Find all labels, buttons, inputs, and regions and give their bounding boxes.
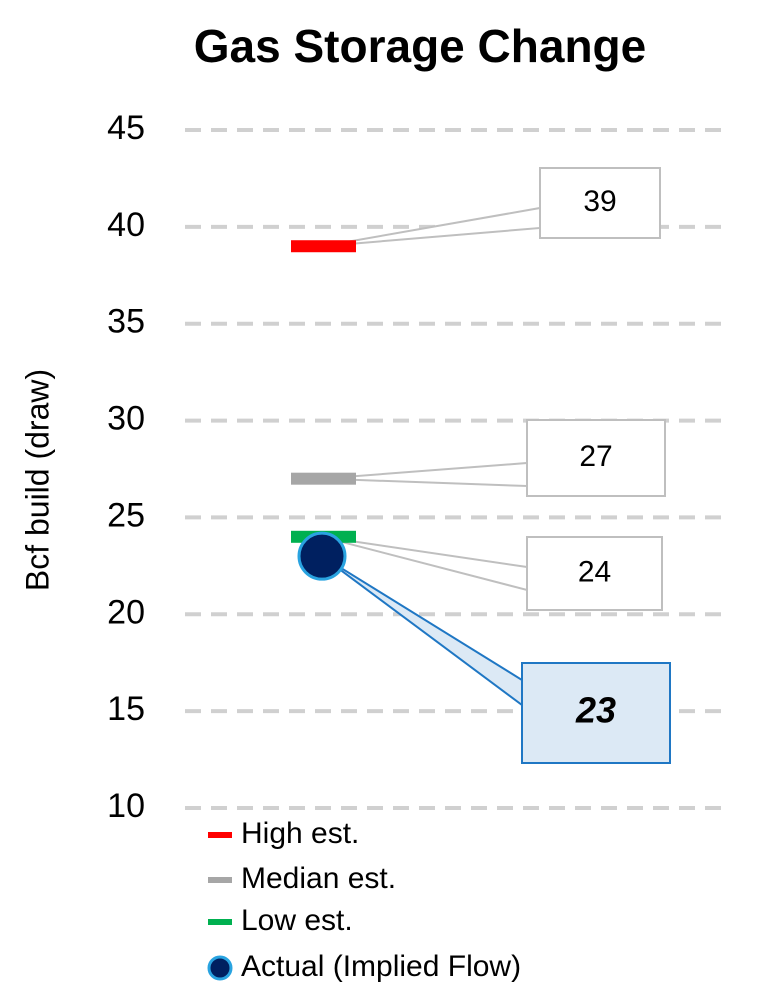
y-axis-title: Bcf build (draw)	[19, 369, 55, 591]
y-tick-label: 10	[107, 787, 145, 825]
y-tick-label: 45	[107, 109, 145, 147]
legend-label: Median est.	[241, 862, 396, 895]
legend-label: High est.	[241, 817, 359, 850]
estimate-dash	[291, 472, 356, 485]
chart-title: Gas Storage Change	[194, 20, 646, 72]
legend-label: Actual (Implied Flow)	[241, 950, 521, 983]
data-label: 24	[578, 555, 611, 588]
point	[297, 531, 347, 581]
legend-marker	[208, 832, 232, 838]
estimate-dash	[291, 240, 356, 253]
callout-box	[526, 419, 666, 497]
data-label: 39	[583, 185, 616, 218]
y-tick-label: 15	[107, 690, 145, 728]
y-tick-label: 25	[107, 496, 145, 534]
callout-box	[539, 167, 661, 239]
callout-box	[526, 536, 663, 611]
data-label: 23	[575, 690, 616, 731]
callout-box	[521, 662, 671, 764]
legend-label: Low est.	[241, 904, 353, 937]
y-tick-label: 35	[107, 303, 145, 341]
callout-pointer	[321, 535, 528, 592]
y-tick-label: 30	[107, 400, 145, 438]
data-label: 27	[579, 440, 612, 473]
y-tick-label: 20	[107, 593, 145, 631]
y-tick-label: 40	[107, 206, 145, 244]
legend-marker	[208, 919, 232, 925]
legend-marker	[208, 877, 232, 883]
legend-marker	[207, 955, 233, 981]
